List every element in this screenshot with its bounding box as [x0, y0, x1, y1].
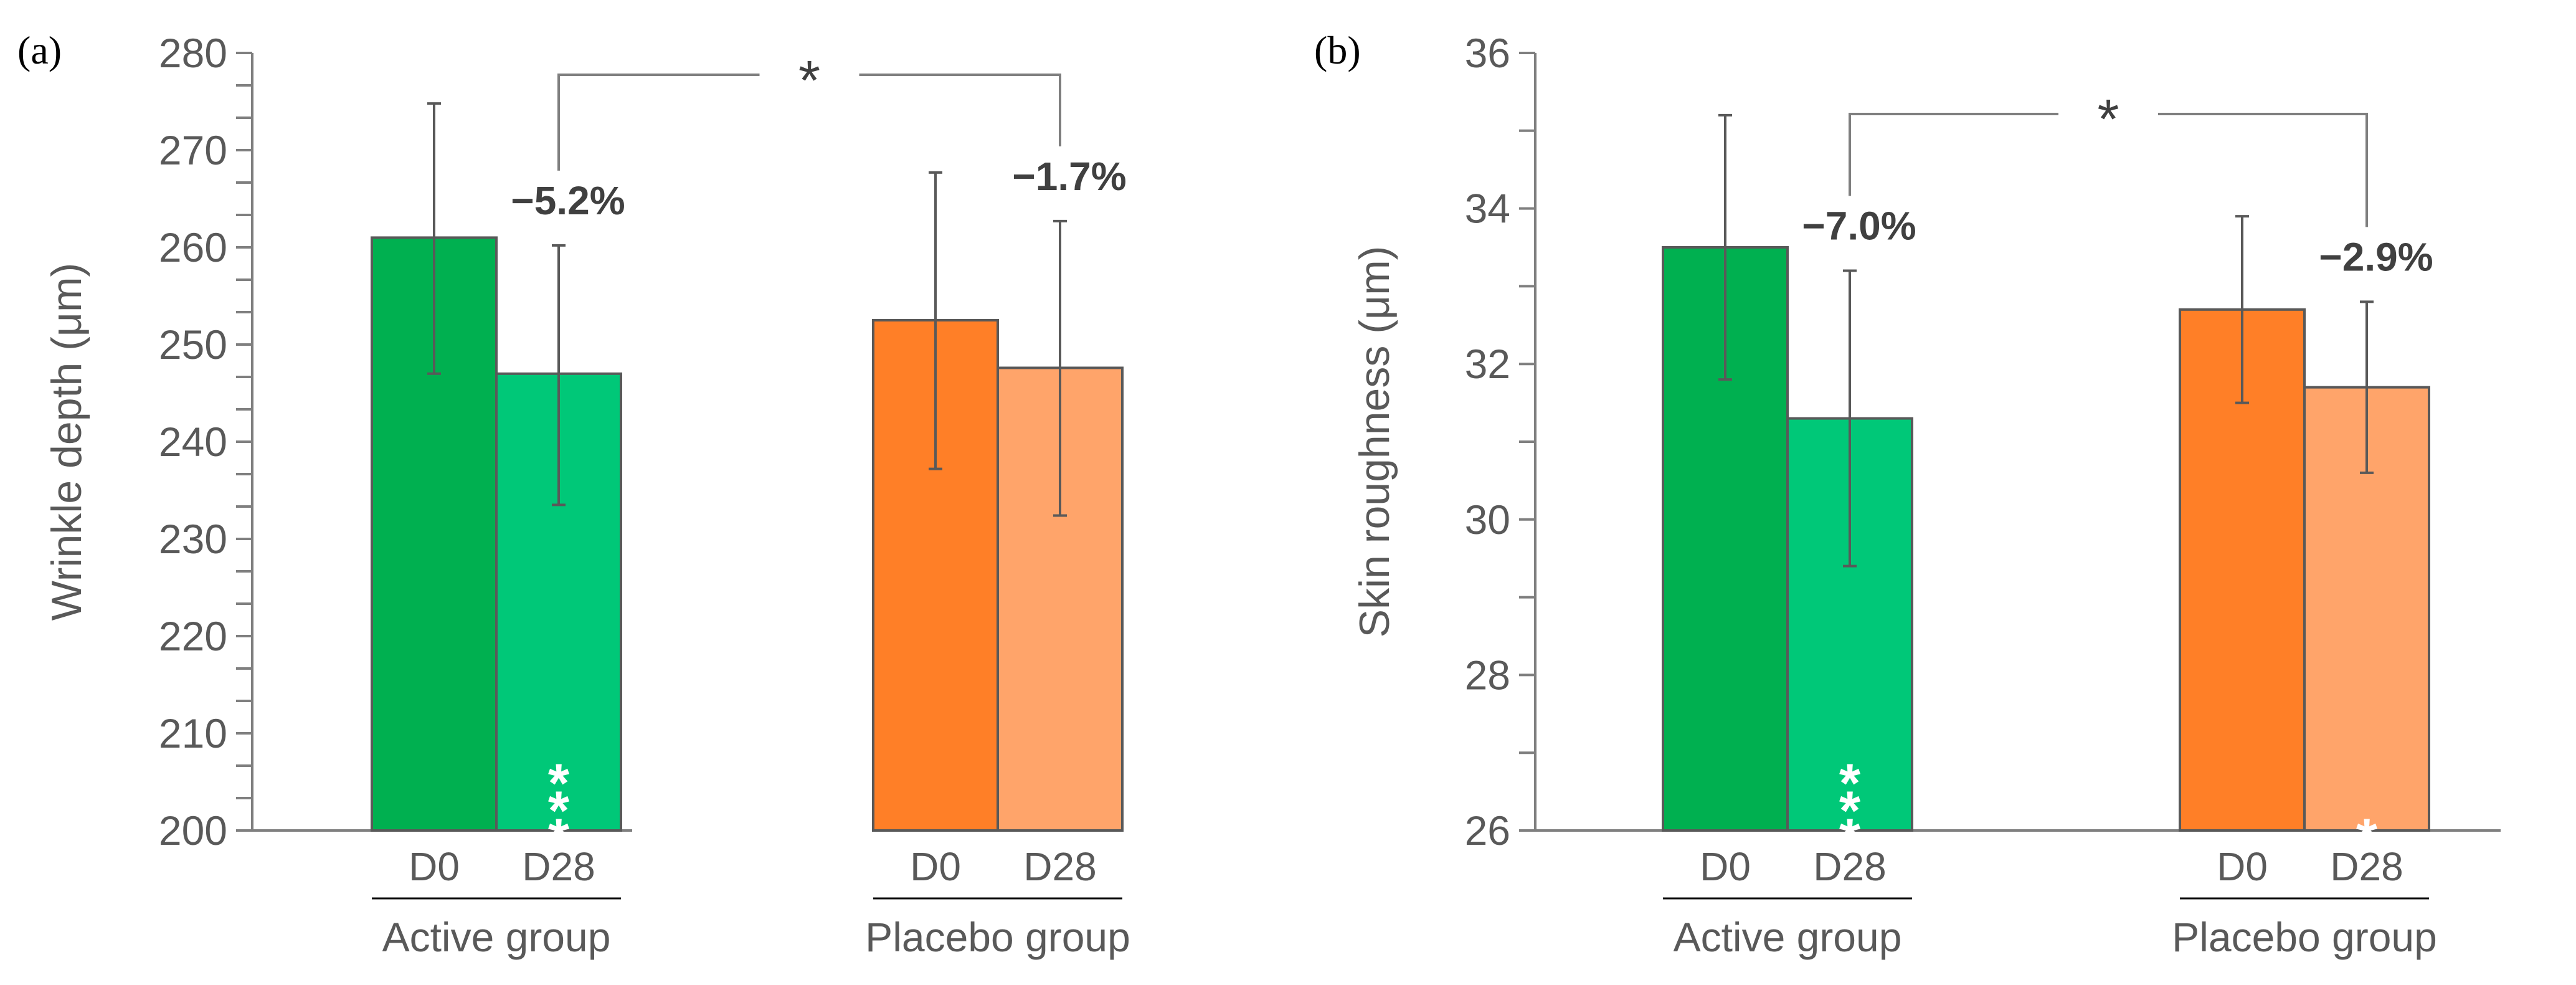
category-label: D0: [2217, 844, 2268, 889]
y-tick-label: 34: [1465, 186, 1510, 232]
y-tick-label: 200: [159, 807, 227, 854]
panel-label: (a): [17, 28, 62, 72]
category-label: D28: [522, 844, 595, 889]
category-label: D0: [1700, 844, 1751, 889]
y-tick-label: 26: [1465, 807, 1510, 854]
percent-change-label: −5.2%: [511, 178, 625, 223]
y-tick-label: 210: [159, 710, 227, 756]
group-label: Active group: [1674, 914, 1902, 960]
y-tick-label: 270: [159, 127, 227, 173]
significance-star: *: [2356, 807, 2378, 868]
group-label: Placebo group: [2172, 914, 2437, 960]
comparison-bracket-right: [859, 74, 1061, 146]
group-label: Active group: [382, 914, 611, 960]
panel-label: (b): [1314, 28, 1361, 72]
y-tick-label: 260: [159, 224, 227, 270]
chart-panel-1: (a) 200 210 220 230 240 250 260 270 280 Wrinkle de…: [17, 28, 1130, 960]
percent-change-label: −1.7%: [1012, 154, 1126, 199]
significance-star: *: [548, 807, 570, 868]
y-tick-label: 36: [1465, 30, 1510, 76]
significance-star: *: [548, 752, 570, 814]
percent-change-label: −2.9%: [2319, 234, 2433, 279]
comparison-bracket-left: [557, 74, 760, 171]
y-tick-label: 220: [159, 613, 227, 659]
y-tick-label: 280: [159, 30, 227, 76]
category-label: D28: [1023, 844, 1096, 889]
significance-star: *: [1839, 807, 1861, 868]
y-axis-title: Skin roughness (μm): [1351, 246, 1398, 638]
significance-star: *: [548, 779, 570, 841]
comparison-star: *: [798, 50, 820, 112]
significance-star: *: [1839, 752, 1861, 814]
category-label: D0: [910, 844, 961, 889]
y-axis-title: Wrinkle depth (μm): [43, 263, 90, 621]
y-tick-label: 250: [159, 321, 227, 368]
category-label: D28: [2330, 844, 2403, 889]
y-tick-label: 32: [1465, 341, 1510, 387]
comparison-bracket-right: [2158, 113, 2368, 227]
percent-change-label: −7.0%: [1802, 203, 1916, 248]
y-tick-label: 28: [1465, 652, 1510, 698]
comparison-star: *: [2097, 88, 2119, 151]
category-label: D28: [1813, 844, 1886, 889]
y-tick-label: 240: [159, 419, 227, 465]
category-label: D0: [409, 844, 460, 889]
comparison-bracket-left: [1849, 113, 2058, 196]
significance-star: *: [1839, 779, 1861, 841]
y-tick-label: 30: [1465, 497, 1510, 543]
group-label: Placebo group: [865, 914, 1130, 960]
y-tick-label: 230: [159, 516, 227, 562]
